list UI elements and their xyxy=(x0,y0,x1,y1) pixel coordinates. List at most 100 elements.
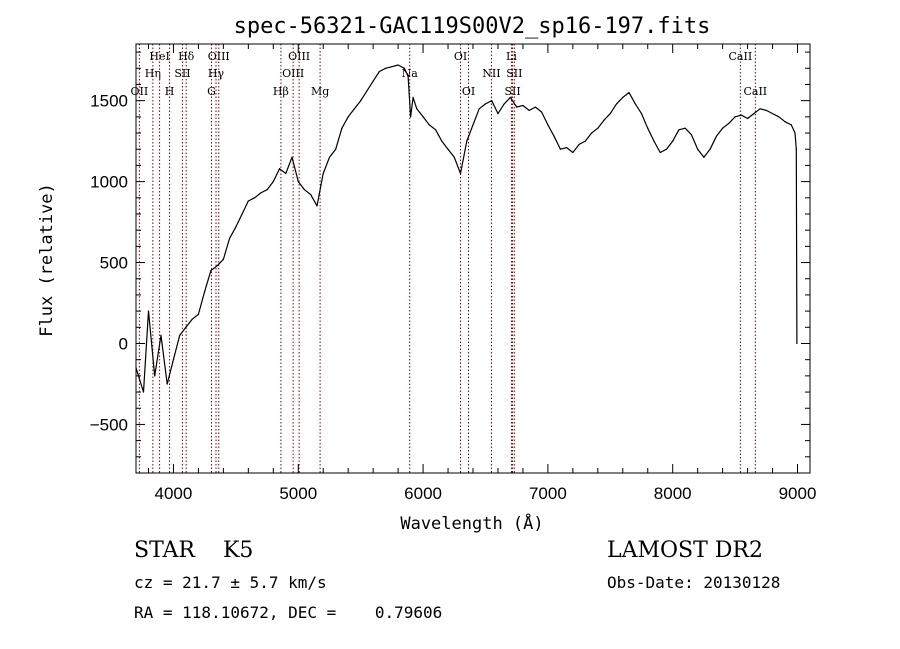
spectrum-point xyxy=(229,237,231,239)
y-tick-label: 1000 xyxy=(90,173,128,192)
spectral-line-label: Hδ xyxy=(178,50,195,63)
spectral-line-label: OI xyxy=(454,50,467,63)
axes: 4000 5000 6000 7000 8000 9000 −500 0 500 1000 1500 xyxy=(90,43,817,503)
spectrum-point xyxy=(541,111,543,113)
spectrum-point xyxy=(703,156,705,158)
spectrum-point xyxy=(622,96,624,99)
spectrum-point xyxy=(172,359,175,361)
spectrum-point xyxy=(360,100,362,102)
y-tick-label: 0 xyxy=(119,334,128,353)
spectrum-point xyxy=(197,313,200,315)
spectrum-point xyxy=(572,151,574,154)
spectrum-point xyxy=(310,193,312,196)
spectrum-point xyxy=(794,132,796,134)
spectrum-point xyxy=(771,113,774,115)
x-tick-label: 7000 xyxy=(529,484,567,503)
spectrum-point xyxy=(484,103,487,105)
spectrum-point xyxy=(672,140,674,142)
spectrum-point xyxy=(628,91,630,94)
spectrum-point xyxy=(154,375,156,377)
spectrum-point xyxy=(466,140,468,142)
spectrum-point xyxy=(291,156,293,158)
spectrum-point xyxy=(478,108,480,110)
spectrum-point xyxy=(278,168,281,170)
spectrum-point xyxy=(522,104,524,107)
spectrum-point xyxy=(684,127,686,129)
spectrum-point xyxy=(434,129,437,131)
spectrum-point xyxy=(316,205,318,207)
coordinates-label: RA = 118.10672, DEC = 0.79606 xyxy=(134,603,443,622)
spectrum-point xyxy=(179,334,181,336)
x-tick-label: 9000 xyxy=(779,484,817,503)
spectral-line-label: HeI xyxy=(149,50,169,63)
spectral-line-label: SII xyxy=(504,85,520,98)
spectrum-point xyxy=(665,148,668,150)
spectrum-point xyxy=(597,127,599,129)
spectral-line-label: CaII xyxy=(729,50,753,63)
spectrum-point xyxy=(347,116,349,118)
y-tick-label: −500 xyxy=(90,415,128,434)
spectral-line-label: SII xyxy=(506,67,522,80)
spectrum-point xyxy=(160,334,162,336)
spectrum-point xyxy=(372,80,374,82)
x-tick-label: 6000 xyxy=(404,484,442,503)
spectrum-point xyxy=(746,117,749,120)
spectrum-point xyxy=(260,192,262,194)
spectrum-point xyxy=(715,135,717,137)
spectrum-point xyxy=(191,318,193,320)
spectrum-point xyxy=(472,124,474,126)
spectrum-point xyxy=(790,124,792,126)
spectrum-point xyxy=(553,135,555,137)
spectrum-point xyxy=(416,108,418,110)
spectrum-point xyxy=(185,326,187,328)
chart-title: spec-56321-GAC119S00V2_sp16-197.fits xyxy=(234,14,711,39)
spectrum-point xyxy=(403,67,405,69)
spectrum-point xyxy=(497,113,499,115)
spectrum-point xyxy=(235,226,237,228)
spectrum-point xyxy=(590,132,593,134)
spectrum-point xyxy=(603,119,605,121)
spectral-line-label: Li xyxy=(506,50,517,63)
spectrum-point xyxy=(547,124,549,126)
spectrum-point xyxy=(609,113,611,115)
spectrum-point xyxy=(784,121,786,123)
spectrum-point xyxy=(759,108,761,110)
spectrum-point xyxy=(441,140,443,142)
spectrum-point xyxy=(503,103,505,105)
y-axis-label: Flux (relative) xyxy=(37,183,57,337)
spectrum-point xyxy=(409,116,412,118)
spectrum-point xyxy=(615,103,618,105)
spectral-line-label: OIII xyxy=(282,67,304,80)
spectrum-point xyxy=(428,124,430,126)
spectrum-point xyxy=(659,151,661,154)
spectrum-point xyxy=(584,140,586,142)
spectral-line-label: Hβ xyxy=(273,85,289,98)
spectrum-point xyxy=(765,109,767,111)
survey-label: LAMOST DR2 xyxy=(607,538,763,563)
redshift-label: cz = 21.7 ± 5.7 km/s xyxy=(134,573,327,592)
spectral-line-label: OIII xyxy=(208,50,230,63)
spectrum-point xyxy=(578,143,580,145)
spectrum-point xyxy=(204,291,206,293)
spectrum-point xyxy=(678,129,680,131)
spectrum-point xyxy=(147,310,150,312)
spectrum-point xyxy=(241,213,243,215)
spectrum-point xyxy=(509,96,512,99)
x-tick-label: 8000 xyxy=(654,484,692,503)
series-layer xyxy=(135,64,798,393)
x-axis-label: Wavelength (Å) xyxy=(400,512,543,534)
spectral-line-label: OIII xyxy=(288,50,310,63)
spectrum-point xyxy=(247,200,249,202)
spectral-line-label: Hη xyxy=(145,67,161,80)
spectrum-point xyxy=(709,148,711,150)
spectrum-point xyxy=(142,391,145,393)
spectral-line-label: H xyxy=(165,85,175,98)
spectrum-point xyxy=(697,148,699,150)
spectrum-point xyxy=(753,113,755,115)
spectral-line-label: Hγ xyxy=(208,67,225,80)
spectrum-point xyxy=(412,96,414,99)
spectrum-point xyxy=(303,189,306,191)
spectrum-point xyxy=(734,116,736,118)
spectrum-point xyxy=(385,67,387,69)
spectral-line-markers: OIIHηHeIHSIIHδGHγOIIIHβOIIIOIIIMgNaOIOIN… xyxy=(131,44,767,473)
